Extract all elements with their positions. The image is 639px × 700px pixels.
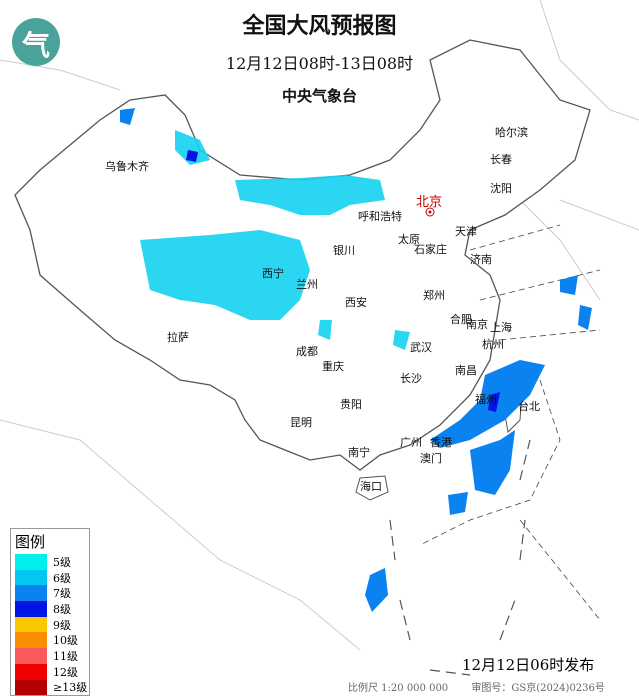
beijing-marker	[425, 207, 435, 217]
hainan-island	[355, 475, 389, 501]
legend-swatch	[15, 601, 47, 617]
legend-label: 9级	[53, 618, 71, 632]
city-label: 石家庄	[414, 243, 447, 256]
cma-logo: 气	[12, 18, 60, 66]
legend-item: 7级	[11, 585, 89, 602]
legend-item: 12级	[11, 663, 89, 680]
legend-swatch	[15, 569, 47, 586]
legend-label: 11级	[53, 649, 78, 663]
legend-item: 10级	[11, 632, 89, 649]
legend-item: 8级	[11, 601, 89, 617]
nine-dash-line	[389, 439, 531, 676]
city-label: 兰州	[296, 278, 318, 291]
city-label: 哈尔滨	[495, 126, 528, 139]
city-label: 银川	[333, 244, 355, 257]
legend-label: 5级	[53, 555, 71, 569]
city-label: 昆明	[290, 416, 312, 429]
city-label: 合肥	[450, 313, 472, 326]
city-label: 重庆	[322, 360, 344, 373]
map-title: 全国大风预报图	[242, 13, 397, 39]
city-label: 长沙	[400, 372, 422, 385]
legend-swatch	[15, 648, 47, 664]
city-label: 天津	[455, 225, 477, 238]
city-label: 南京	[466, 318, 488, 331]
legend-swatch	[15, 585, 47, 602]
map-scale: 比例尺 1:20 000 000	[348, 683, 449, 694]
legend-swatch	[15, 663, 47, 680]
city-label: 杭州	[482, 338, 504, 351]
city-label: 上海	[490, 321, 512, 334]
city-label: 沈阳	[490, 182, 512, 195]
wind-area-level8	[186, 150, 500, 412]
city-label: 西安	[345, 296, 367, 309]
city-label: 呼和浩特	[358, 210, 402, 223]
wind-area-level5-6	[140, 130, 410, 350]
map-approval-number: 审图号：GS京(2024)0236号	[471, 683, 605, 694]
issue-time: 12月12日06时发布	[462, 656, 595, 674]
legend-label: ≥13级	[53, 681, 88, 695]
city-label: 西宁	[262, 267, 284, 280]
legend-label: 10级	[53, 634, 78, 648]
city-label: 香港	[430, 436, 452, 449]
forecast-period: 12月12日08时-13日08时	[225, 54, 414, 73]
legend-label: 12级	[53, 665, 78, 679]
city-label: 澳门	[420, 452, 442, 465]
legend-item: 6级	[11, 569, 89, 586]
city-label: 南昌	[455, 364, 477, 377]
city-label: 拉萨	[167, 331, 189, 344]
city-label: 长春	[490, 153, 512, 166]
city-label: 武汉	[410, 341, 432, 354]
city-label: 台北	[518, 400, 540, 413]
city-label: 北京	[416, 195, 443, 210]
wind-area-level7	[120, 108, 592, 612]
city-label: 海口	[360, 480, 382, 493]
issuer: 中央气象台	[281, 87, 357, 105]
city-label: 南宁	[348, 446, 370, 459]
legend-item: 11级	[11, 648, 89, 664]
legend-swatch	[15, 632, 47, 649]
legend: 图例 5级 6级 7级 8级 9级 10级 11级 12级 ≥13级	[10, 528, 90, 696]
legend-title: 图例	[15, 533, 46, 551]
legend-item: 5级	[11, 554, 89, 570]
legend-label: 7级	[53, 587, 71, 601]
neighbor-boundary	[0, 0, 639, 651]
legend-swatch	[15, 616, 47, 633]
city-label: 福州	[475, 393, 497, 406]
legend-label: 6级	[53, 571, 71, 585]
city-label: 郑州	[423, 289, 445, 302]
city-label: 乌鲁木齐	[105, 160, 149, 173]
sea-boundaries	[419, 224, 601, 621]
city-label: 济南	[470, 253, 492, 266]
legend-item: 9级	[11, 616, 89, 633]
legend-label: 8级	[53, 602, 71, 616]
city-label: 广州	[400, 436, 422, 449]
legend-swatch	[15, 554, 47, 570]
city-label: 太原	[398, 233, 420, 246]
city-label: 成都	[296, 345, 318, 358]
city-label: 贵阳	[340, 398, 362, 411]
legend-item: ≥13级	[11, 679, 89, 696]
legend-swatch	[15, 679, 47, 696]
map-footer: 比例尺 1:20 000 000 审图号：GS京(2024)0236号	[348, 679, 625, 694]
